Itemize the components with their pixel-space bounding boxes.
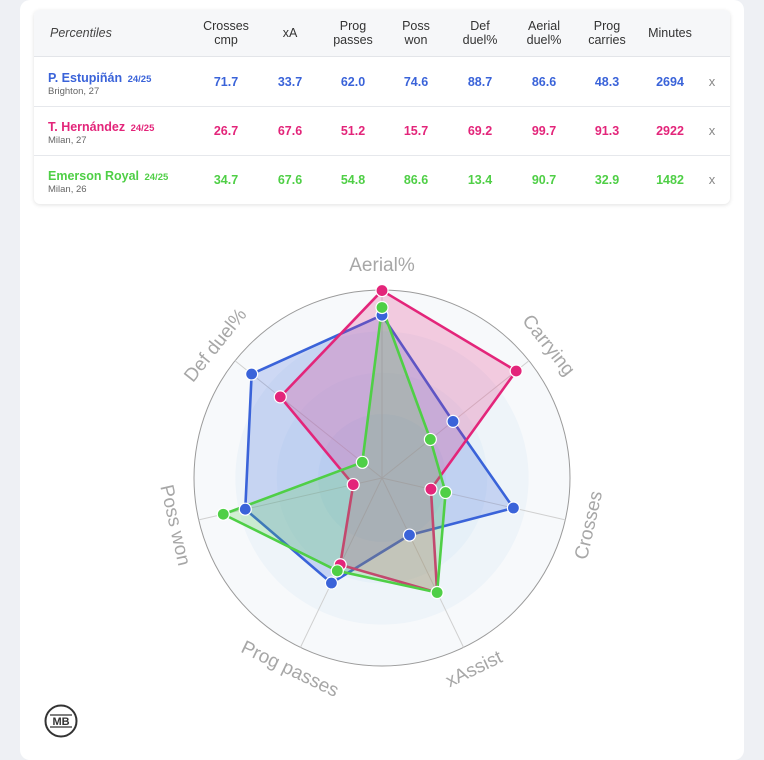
radar-spoke [381,477,465,648]
radar-point [509,364,523,378]
stat-cell: 54.8 [340,172,366,187]
player-club-age: Brighton, 27 [48,86,100,97]
radar-point [402,528,417,542]
stat-cell: 51.2 [340,123,366,138]
stat-cell: 91.3 [594,123,620,138]
column-header[interactable]: Poss won [402,19,430,47]
column-header[interactable]: Prog passes [333,19,373,47]
remove-player-button[interactable]: x [708,74,716,89]
radar-point [506,501,521,515]
stat-cell: 62.0 [340,74,366,89]
radar-point [238,502,252,516]
stat-cell: 33.7 [277,74,303,89]
mb-logo: MB [44,704,78,738]
stat-cell: 13.4 [467,172,493,187]
player-club-age: Milan, 27 [48,135,87,146]
stat-cell: 26.7 [213,123,239,138]
stat-cell: 32.9 [594,172,620,187]
radar-point [273,390,287,404]
stat-cell: 69.2 [467,123,493,138]
column-header[interactable]: Aerial duel% [526,19,562,47]
stat-cell: 86.6 [531,74,557,89]
radar-point [446,414,460,428]
column-header[interactable]: Minutes [648,26,692,40]
radar-axis-label: Aerial% [349,255,415,276]
player-name[interactable]: P. Estupiñán 24/25 [48,71,152,85]
stat-cell: 67.6 [277,172,303,187]
logo-text: MB [52,716,69,728]
stat-cell: 1482 [656,172,684,187]
player-row: P. Estupiñán 24/25 Brighton, 27 71.7 33.7 62… [34,57,730,107]
stat-cell: 74.6 [403,74,429,89]
radar-point [375,300,389,315]
player-name[interactable]: T. Hernández 24/25 [48,120,155,134]
column-header[interactable]: Def duel% [462,19,498,47]
radar-point [330,564,344,578]
column-header[interactable]: xA [282,26,298,40]
remove-player-button[interactable]: x [708,123,716,138]
stat-cell: 2694 [656,74,684,89]
radar-point [216,507,230,521]
player-row: T. Hernández 24/25 Milan, 27 26.7 67.6 51.2 1… [34,106,730,156]
radar-point [375,283,389,298]
stat-cell: 71.7 [213,74,239,89]
column-header[interactable]: Crosses cmp [203,19,249,47]
radar-point [424,482,438,496]
radar-point [430,585,444,600]
stat-cell: 90.7 [531,172,557,187]
stat-cell: 34.7 [213,172,239,187]
radar-point [346,477,360,492]
stat-cell: 67.6 [277,123,303,138]
radar-point [324,576,339,590]
remove-player-button[interactable]: x [708,172,716,187]
radar-series-area [243,313,515,585]
radar-series-area [221,306,447,594]
stat-cell: 88.7 [467,74,493,89]
radar-axis-label: xAssist [443,647,507,692]
header-percentiles: Percentiles [50,26,112,40]
player-season: 24/25 [144,172,169,183]
radar-point [423,432,437,447]
stat-cell: 86.6 [403,172,429,187]
radar-point [439,485,453,500]
player-name[interactable]: Emerson Royal 24/25 [48,169,169,183]
player-season: 24/25 [127,74,152,85]
radar-point [355,455,369,469]
stat-cell: 99.7 [531,123,557,138]
player-row: Emerson Royal 24/25 Milan, 26 34.7 67.6 54.8… [34,155,730,204]
radar-spoke [381,477,566,521]
percentiles-table: Percentiles Crosses cmp xA Prog passes Poss wo… [34,10,730,204]
player-club-age: Milan, 26 [48,184,87,195]
radar-point [245,367,259,381]
stat-cell: 2922 [656,123,684,138]
column-header[interactable]: Prog carries [588,19,626,47]
player-season: 24/25 [130,123,155,134]
radar-axis-label: Poss won [155,483,194,568]
radar-series-area [278,289,518,594]
table-header: Percentiles Crosses cmp xA Prog passes Poss wo… [34,10,730,57]
stat-cell: 48.3 [594,74,620,89]
radar-axis-label: Crosses [571,489,607,562]
stat-cell: 15.7 [403,123,429,138]
